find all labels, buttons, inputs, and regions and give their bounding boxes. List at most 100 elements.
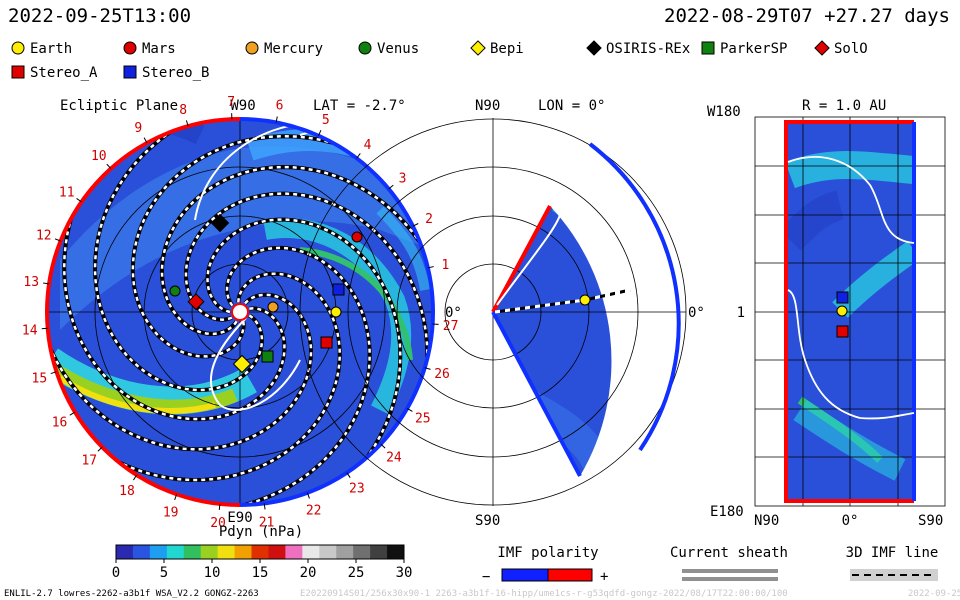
day-tick-mark bbox=[185, 120, 189, 127]
meridional-title: LON = 0° bbox=[538, 98, 605, 114]
ecliptic-rim-negative bbox=[44, 117, 241, 507]
current-sheath-title: Current sheath bbox=[670, 545, 788, 561]
day-tick-label: 19 bbox=[163, 505, 179, 520]
legend-label-mars: Mars bbox=[142, 41, 176, 57]
day-tick-mark bbox=[133, 474, 138, 481]
imf-line-dash bbox=[184, 192, 429, 358]
colorbar-segment bbox=[217, 545, 236, 559]
day-tick-mark bbox=[318, 129, 322, 136]
meridional-edge-negative bbox=[491, 205, 552, 313]
footer-run-info: ENLIL-2.7 lowres-2262-a3b1f WSA_V2.2 GON… bbox=[4, 589, 259, 599]
marker-mars bbox=[351, 231, 363, 243]
ecliptic-top-label: W90 bbox=[230, 98, 255, 114]
imf-polarity-positive-swatch bbox=[547, 568, 593, 582]
day-tick-label: 22 bbox=[306, 504, 322, 519]
day-tick-label: 14 bbox=[22, 324, 38, 339]
day-tick-mark bbox=[174, 494, 178, 501]
colorbar-gradient bbox=[116, 545, 405, 559]
radial-current-sheath bbox=[787, 156, 915, 420]
colorbar-segment bbox=[149, 545, 168, 559]
day-tick-mark bbox=[427, 266, 434, 269]
current-sheath-swatch-2 bbox=[682, 577, 778, 581]
imf-line-legend: 3D IMF line bbox=[846, 545, 938, 581]
imf-line-dash bbox=[93, 131, 264, 392]
day-tick-label: 16 bbox=[52, 415, 68, 430]
colorbar-tick-label: 20 bbox=[300, 565, 317, 581]
legend-swatch-solo bbox=[814, 40, 830, 56]
day-tick-label: 7 bbox=[227, 95, 235, 110]
radial-stereo-a-marker bbox=[836, 325, 849, 338]
legend-swatch-parkersp bbox=[701, 41, 715, 55]
day-tick-label: 25 bbox=[415, 411, 431, 426]
imf-line-dash bbox=[131, 134, 334, 358]
legend-label-stereo-a: Stereo_A bbox=[30, 65, 98, 81]
day-tick-mark bbox=[406, 407, 413, 412]
ecliptic-markers bbox=[169, 213, 363, 374]
day-tick-label: 4 bbox=[364, 138, 372, 153]
day-tick-label: 9 bbox=[134, 121, 142, 136]
day-tick-mark bbox=[41, 327, 48, 330]
radial-title: R = 1.0 AU bbox=[802, 98, 886, 114]
colorbar-ticks: 0 5 10 15 20 25 30 bbox=[112, 559, 412, 581]
radial-mid-label: 1 bbox=[737, 305, 745, 321]
colorbar: Pdyn (nPa) 0 5 10 15 20 25 30 bbox=[112, 524, 413, 581]
colorbar-segment bbox=[116, 545, 134, 559]
day-tick-label: 24 bbox=[386, 450, 402, 465]
colorbar-tick-label: 0 bbox=[112, 565, 120, 581]
colorbar-segment bbox=[268, 545, 286, 559]
day-tick-label: 20 bbox=[210, 516, 226, 531]
colorbar-segment bbox=[319, 545, 337, 559]
imf-line-dash bbox=[49, 293, 313, 451]
colorbar-segment bbox=[387, 545, 405, 559]
ecliptic-imf-lines bbox=[48, 130, 430, 507]
footer-date: 2022-09-25 bbox=[908, 589, 960, 599]
legend-label-solo: SolO bbox=[834, 41, 868, 57]
day-tick-label: 6 bbox=[276, 99, 284, 114]
meridional-bottom-label: S90 bbox=[475, 513, 500, 529]
day-tick-label: 17 bbox=[81, 454, 97, 469]
radial-edge-negative bbox=[784, 120, 914, 503]
marker-bepi bbox=[232, 354, 252, 374]
imf-polarity-minus: − bbox=[482, 569, 490, 585]
day-tick-mark bbox=[218, 503, 221, 510]
imf-line-dash bbox=[206, 218, 402, 458]
marker-parkersp bbox=[261, 350, 274, 363]
colorbar-tick-label: 15 bbox=[252, 565, 269, 581]
colorbar-segment bbox=[353, 545, 371, 559]
legend: Earth Mars Mercury Venus Bepi OSIRIS-REx Parke… bbox=[11, 40, 868, 81]
marker-earth bbox=[330, 306, 342, 318]
day-tick-label: 15 bbox=[32, 371, 48, 386]
day-tick-label: 10 bbox=[91, 149, 107, 164]
footer-faint-info: E20220914S01/256x30x90-1 2263-a3b1f-16-h… bbox=[300, 589, 788, 599]
time-left: 2022-09-25T13:00 bbox=[8, 5, 191, 27]
meridional-right-label: 0° bbox=[688, 305, 705, 321]
day-tick-mark bbox=[69, 411, 76, 416]
legend-swatch-mars bbox=[123, 41, 137, 55]
legend-label-osiris-rex: OSIRIS-REx bbox=[606, 41, 690, 57]
day-tick-mark bbox=[306, 492, 310, 499]
colorbar-segment bbox=[251, 545, 269, 559]
meridional-current-sheath bbox=[496, 214, 561, 306]
legend-swatch-osiris-rex bbox=[586, 40, 602, 56]
day-tick-label: 8 bbox=[179, 103, 187, 118]
marker-osiris-rex bbox=[210, 213, 230, 233]
day-tick-mark bbox=[412, 223, 419, 227]
colorbar-segment bbox=[302, 545, 320, 559]
ecliptic-bottom-label: E90 bbox=[227, 510, 252, 526]
day-tick-label: 11 bbox=[59, 186, 75, 201]
colorbar-tick-label: 10 bbox=[204, 565, 221, 581]
ecliptic-lat-label: LAT = -2.7° bbox=[313, 98, 406, 114]
radial-x-right: S90 bbox=[918, 513, 943, 529]
ecliptic-right-label: 0° bbox=[445, 305, 462, 321]
imf-line-dash bbox=[160, 165, 421, 336]
imf-polarity-plus: + bbox=[600, 569, 608, 585]
day-tick-label: 26 bbox=[434, 367, 450, 382]
day-tick-mark bbox=[76, 198, 82, 203]
radial-top-label: W180 bbox=[707, 104, 741, 120]
imf-line-dash bbox=[118, 272, 342, 482]
day-tick-label: 12 bbox=[36, 228, 52, 243]
radial-bottom-label: E180 bbox=[710, 504, 744, 520]
colorbar-tick-label: 5 bbox=[160, 565, 168, 581]
day-tick-mark bbox=[50, 371, 57, 375]
